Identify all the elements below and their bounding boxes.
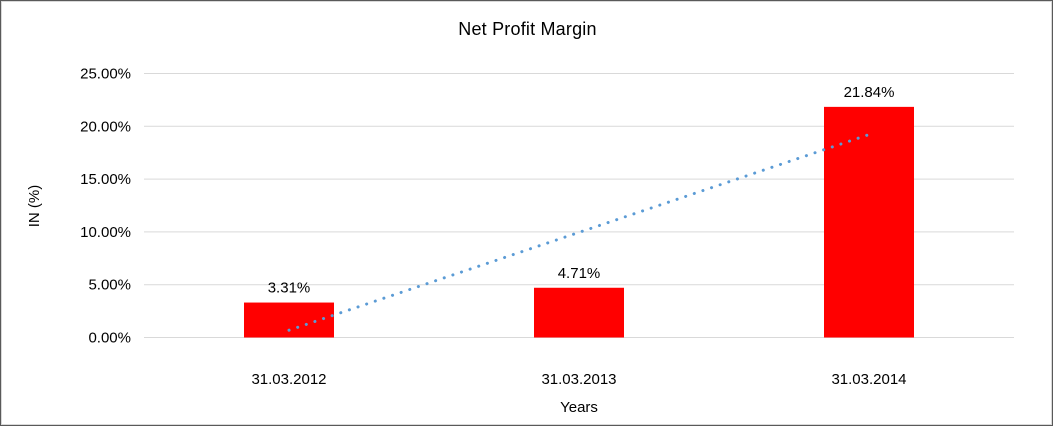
y-tick-label: 10.00% — [80, 224, 131, 241]
x-tick-label: 31.03.2014 — [831, 371, 906, 388]
x-tick-label: 31.03.2012 — [251, 371, 326, 388]
trendline — [287, 133, 871, 332]
chart-title: Net Profit Margin — [458, 19, 597, 39]
bar-value-label: 4.71% — [558, 265, 601, 282]
bar-value-label: 21.84% — [844, 84, 895, 101]
bar — [244, 302, 334, 338]
y-tick-label: 0.00% — [88, 330, 131, 347]
bar-value-label: 3.31% — [268, 280, 311, 297]
bar — [824, 106, 914, 338]
y-tick-label: 20.00% — [80, 118, 131, 135]
y-tick-label: 15.00% — [80, 171, 131, 188]
x-axis-title: Years — [560, 399, 598, 416]
x-tick-label: 31.03.2013 — [541, 371, 616, 388]
y-tick-label: 25.00% — [80, 66, 131, 83]
bar — [534, 287, 624, 338]
y-tick-label: 5.00% — [88, 277, 131, 294]
